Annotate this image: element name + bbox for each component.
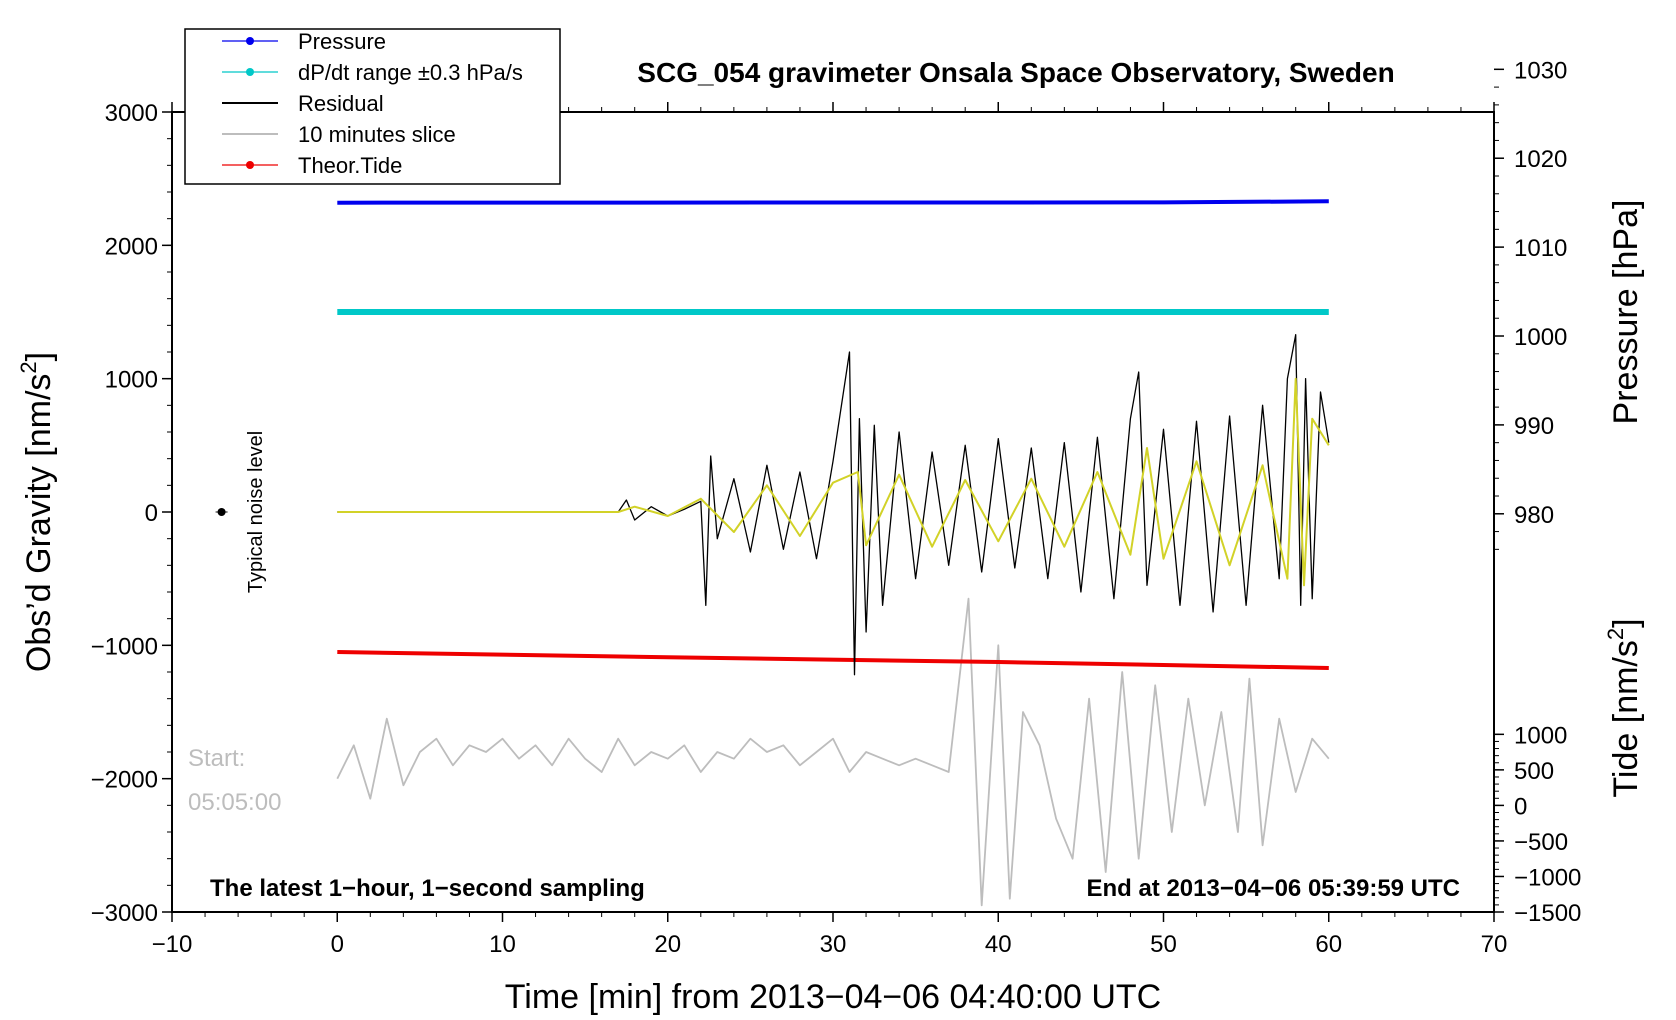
legend-entry-label: Theor.Tide <box>298 153 402 178</box>
legend-items: Pressure dP/dt range ±0.3 hPa/s Residual 10… <box>222 29 523 178</box>
pressure-tick-label: 1020 <box>1514 146 1567 173</box>
series-layer <box>336 199 1330 907</box>
y-tick-label: −2000 <box>91 767 158 794</box>
x-tick-label: 70 <box>1481 931 1508 958</box>
x-tick-label: 20 <box>654 931 681 958</box>
y-tick-label: 0 <box>145 500 158 527</box>
y-tick-label: −3000 <box>91 900 158 927</box>
pressure-tick-label: 1000 <box>1514 324 1567 351</box>
ticks-layer: −10 0 10 20 30 40 50 60 70−3000−2000−10000100020… <box>91 57 1582 958</box>
y-axis-label-pressure: Pressure [hPa] <box>1607 200 1645 425</box>
legend-swatch-marker <box>246 68 254 76</box>
legend-entry-label: dP/dt range ±0.3 hPa/s <box>298 60 523 85</box>
tide-tick-label: −1500 <box>1514 900 1581 927</box>
slice-start-time: 05:05:00 <box>188 789 281 816</box>
x-axis-label: Time [min] from 2013−04−06 04:40:00 UTC <box>505 978 1161 1016</box>
legend: Pressure dP/dt range ±0.3 hPa/s Residual 10… <box>184 28 561 185</box>
y-tick-label: 3000 <box>105 100 158 127</box>
chart-title: SCG_054 gravimeter Onsala Space Observat… <box>637 57 1394 88</box>
x-tick-label: 40 <box>985 931 1012 958</box>
pressure-tick-label: 1010 <box>1514 235 1567 262</box>
tide-tick-label: −1000 <box>1514 864 1581 891</box>
series-residual-line <box>337 334 1330 676</box>
annotation-latest-hour: The latest 1−hour, 1−second sampling <box>210 875 645 902</box>
y-tick-label: 2000 <box>105 233 158 260</box>
tide-tick-label: 0 <box>1514 793 1527 820</box>
y-axis-label-tide-end: ] <box>1607 618 1645 627</box>
series-10-minutes-slice-line <box>336 597 1330 907</box>
slice-start-label: Start: <box>188 745 245 772</box>
series-filtered-line <box>337 377 1330 587</box>
x-tick-label: 0 <box>331 931 344 958</box>
x-tick-label: 30 <box>820 931 847 958</box>
y-axis-label-left-main: Obs’d Gravity [nm/s <box>20 374 58 673</box>
x-tick-label: 50 <box>1150 931 1177 958</box>
noise-marker-group <box>215 508 228 516</box>
annotation-end-time: End at 2013−04−06 05:39:59 UTC <box>1086 875 1460 902</box>
legend-swatch-marker <box>246 161 254 169</box>
y-axis-label-left-end: ] <box>20 352 58 361</box>
legend-entry-label: Pressure <box>298 29 386 54</box>
x-tick-label: 10 <box>489 931 516 958</box>
x-tick-label: −10 <box>152 931 193 958</box>
y-axis-label-left-sup: 2 <box>16 361 41 373</box>
y-axis-label-tide-main: Tide [nm/s <box>1607 640 1645 797</box>
x-tick-label: 60 <box>1315 931 1342 958</box>
pressure-tick-label: 1030 <box>1514 57 1567 84</box>
noise-level-label: Typical noise level <box>245 431 267 593</box>
series-theor-tide-line <box>337 650 1329 670</box>
y-tick-label: 1000 <box>105 367 158 394</box>
y-tick-label: −1000 <box>91 633 158 660</box>
tide-tick-label: −500 <box>1514 829 1568 856</box>
legend-entry-label: 10 minutes slice <box>298 122 456 147</box>
tide-tick-label: 500 <box>1514 758 1554 785</box>
legend-box <box>184 28 561 185</box>
y-axis-label-tide: Tide [nm/s2] <box>1603 618 1645 797</box>
legend-entry-label: Residual <box>298 91 384 116</box>
pressure-tick-label: 980 <box>1514 502 1554 529</box>
y-axis-label-left: Obs’d Gravity [nm/s2] <box>16 352 58 672</box>
y-axis-label-tide-sup: 2 <box>1603 628 1628 640</box>
legend-swatch-marker <box>246 37 254 45</box>
tide-tick-label: 1000 <box>1514 722 1567 749</box>
noise-marker-dot <box>217 508 226 516</box>
pressure-tick-label: 990 <box>1514 413 1554 440</box>
series-pressure-line <box>337 199 1329 205</box>
